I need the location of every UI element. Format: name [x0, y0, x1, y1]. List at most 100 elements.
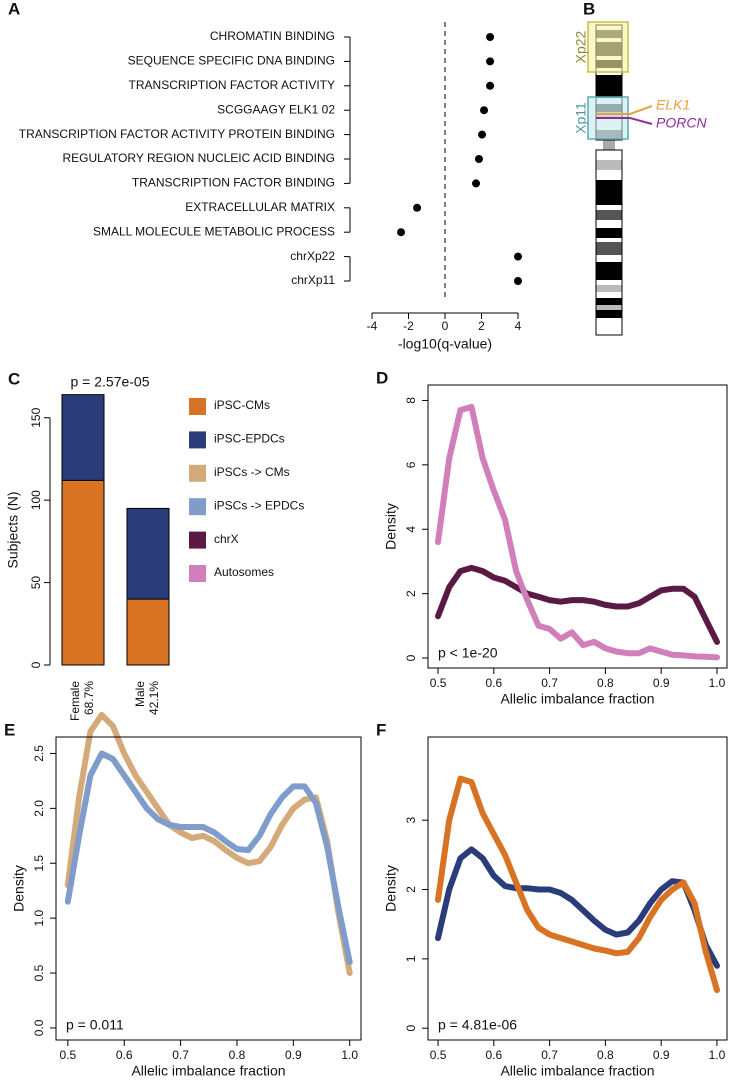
- y-tick-label: 4: [404, 526, 418, 533]
- category-percentage: 68.7%: [82, 681, 96, 715]
- x-tick-label: 0.9: [653, 676, 670, 690]
- annotation: p < 1e-20: [438, 645, 498, 661]
- y-tick-label: 6: [404, 461, 418, 468]
- panel-label: D: [376, 368, 388, 387]
- region-label: Xp22: [573, 30, 589, 63]
- y-tick-label: 2.0: [32, 800, 46, 817]
- category-label: TRANSCRIPTION FACTOR BINDING: [132, 176, 335, 190]
- density-curve: [435, 564, 720, 645]
- panel-label: F: [376, 720, 386, 739]
- density-curve: [435, 775, 720, 994]
- x-tick-label: 2: [478, 319, 485, 333]
- chromosome-band: [596, 210, 622, 220]
- chromosome-band: [596, 298, 622, 305]
- category-label: TRANSCRIPTION FACTOR ACTIVITY: [129, 78, 335, 92]
- y-tick-label: 8: [404, 397, 418, 404]
- y-tick-label: 0: [404, 1025, 418, 1032]
- y-tick-label: 100: [29, 490, 43, 510]
- bar-segment: [126, 507, 170, 600]
- dot: [514, 252, 522, 261]
- dot: [397, 228, 406, 237]
- panel-label: E: [4, 720, 15, 739]
- x-tick-label: Female: [68, 681, 82, 721]
- x-tick-label: 0.6: [485, 676, 502, 690]
- dot: [486, 33, 495, 41]
- gene-label: PORCN: [656, 115, 707, 131]
- chromosome-band: [596, 180, 622, 205]
- x-tick-label: 0.6: [116, 1048, 133, 1062]
- y-tick-label: 1.5: [32, 855, 46, 872]
- legend-label: iPSC-CMs: [214, 398, 270, 412]
- bar-segment: [61, 479, 105, 666]
- y-tick-label: 1.0: [32, 909, 46, 926]
- chromosome-band: [596, 75, 622, 98]
- x-tick-label: 0.7: [541, 1048, 558, 1062]
- chromosome-band: [596, 150, 622, 160]
- x-tick-label: 0.9: [653, 1048, 670, 1062]
- x-tick-label: 1.0: [709, 1048, 726, 1062]
- chromosome-band: [596, 310, 622, 318]
- x-axis-label: Allelic imbalance fraction: [131, 1063, 285, 1079]
- x-axis-label: -log10(q-value): [398, 336, 492, 352]
- x-tick-label: 0.6: [485, 1048, 502, 1062]
- category-label: CHROMATIN BINDING: [210, 29, 335, 43]
- legend-label: iPSCs -> CMs: [214, 465, 290, 479]
- chromosome-band: [596, 228, 622, 238]
- plot-frame: [427, 384, 728, 669]
- y-tick-label: 1: [404, 955, 418, 962]
- y-tick-label: 0: [404, 654, 418, 661]
- chromosome-band: [603, 140, 615, 150]
- category-label: chrXp22: [290, 249, 335, 263]
- category-label: SEQUENCE SPECIFIC DNA BINDING: [128, 54, 335, 68]
- plot-frame: [427, 736, 728, 1041]
- x-tick-label: 0.5: [430, 676, 447, 690]
- plot-frame: [55, 736, 362, 1041]
- annotation: p = 4.81e-06: [438, 1017, 517, 1033]
- dot: [514, 277, 522, 285]
- category-label: SCGGAAGY ELK1 02: [217, 102, 335, 116]
- y-tick-label: 2: [404, 886, 418, 893]
- gene-pointer: [596, 105, 653, 115]
- legend-swatch: [189, 498, 206, 516]
- legend-swatch: [189, 531, 206, 549]
- bar-segment: [61, 394, 105, 481]
- x-axis-label: Allelic imbalance fraction: [500, 1063, 654, 1079]
- y-tick-label: 0: [29, 661, 43, 668]
- y-tick-label: 50: [29, 576, 43, 590]
- x-tick-label: 0.5: [59, 1048, 76, 1062]
- x-tick-label: 0.7: [541, 676, 558, 690]
- x-tick-label: 4: [515, 319, 522, 333]
- x-tick-label: 0.5: [430, 1048, 447, 1062]
- chromosome-band: [596, 292, 622, 298]
- x-tick-label: -2: [403, 319, 414, 333]
- legend-label: Autosomes: [214, 565, 274, 579]
- x-axis-label: Allelic imbalance fraction: [500, 691, 654, 707]
- density-curve: [64, 750, 353, 966]
- y-axis-label: Density: [383, 865, 399, 912]
- category-percentage: 42.1%: [147, 681, 161, 715]
- density-curve: [435, 846, 720, 969]
- y-tick-label: 3: [404, 817, 418, 824]
- category-label: REGULATORY REGION NUCLEIC ACID BINDING: [62, 151, 335, 165]
- panel-label: B: [583, 0, 595, 18]
- dot: [480, 106, 489, 115]
- chromosome-band: [596, 160, 622, 170]
- chromosome-band: [596, 238, 622, 242]
- dot: [478, 130, 487, 139]
- region-box: [587, 21, 629, 73]
- dot: [413, 203, 422, 212]
- chromosome-band: [596, 220, 622, 228]
- panel-label: C: [8, 369, 20, 388]
- chromosome-band: [596, 205, 622, 210]
- x-tick-label: 0.8: [229, 1048, 246, 1062]
- x-tick-label: 1.0: [341, 1048, 358, 1062]
- legend-label: chrX: [214, 532, 239, 546]
- legend-label: iPSC-EPDCs: [214, 432, 285, 446]
- y-tick-label: 2: [404, 590, 418, 597]
- legend-swatch: [189, 464, 206, 482]
- x-tick-label: 0: [442, 319, 449, 333]
- dot: [486, 81, 495, 90]
- gene-pointer: [596, 117, 653, 125]
- dot: [486, 57, 495, 66]
- x-tick-label: 0.9: [285, 1048, 302, 1062]
